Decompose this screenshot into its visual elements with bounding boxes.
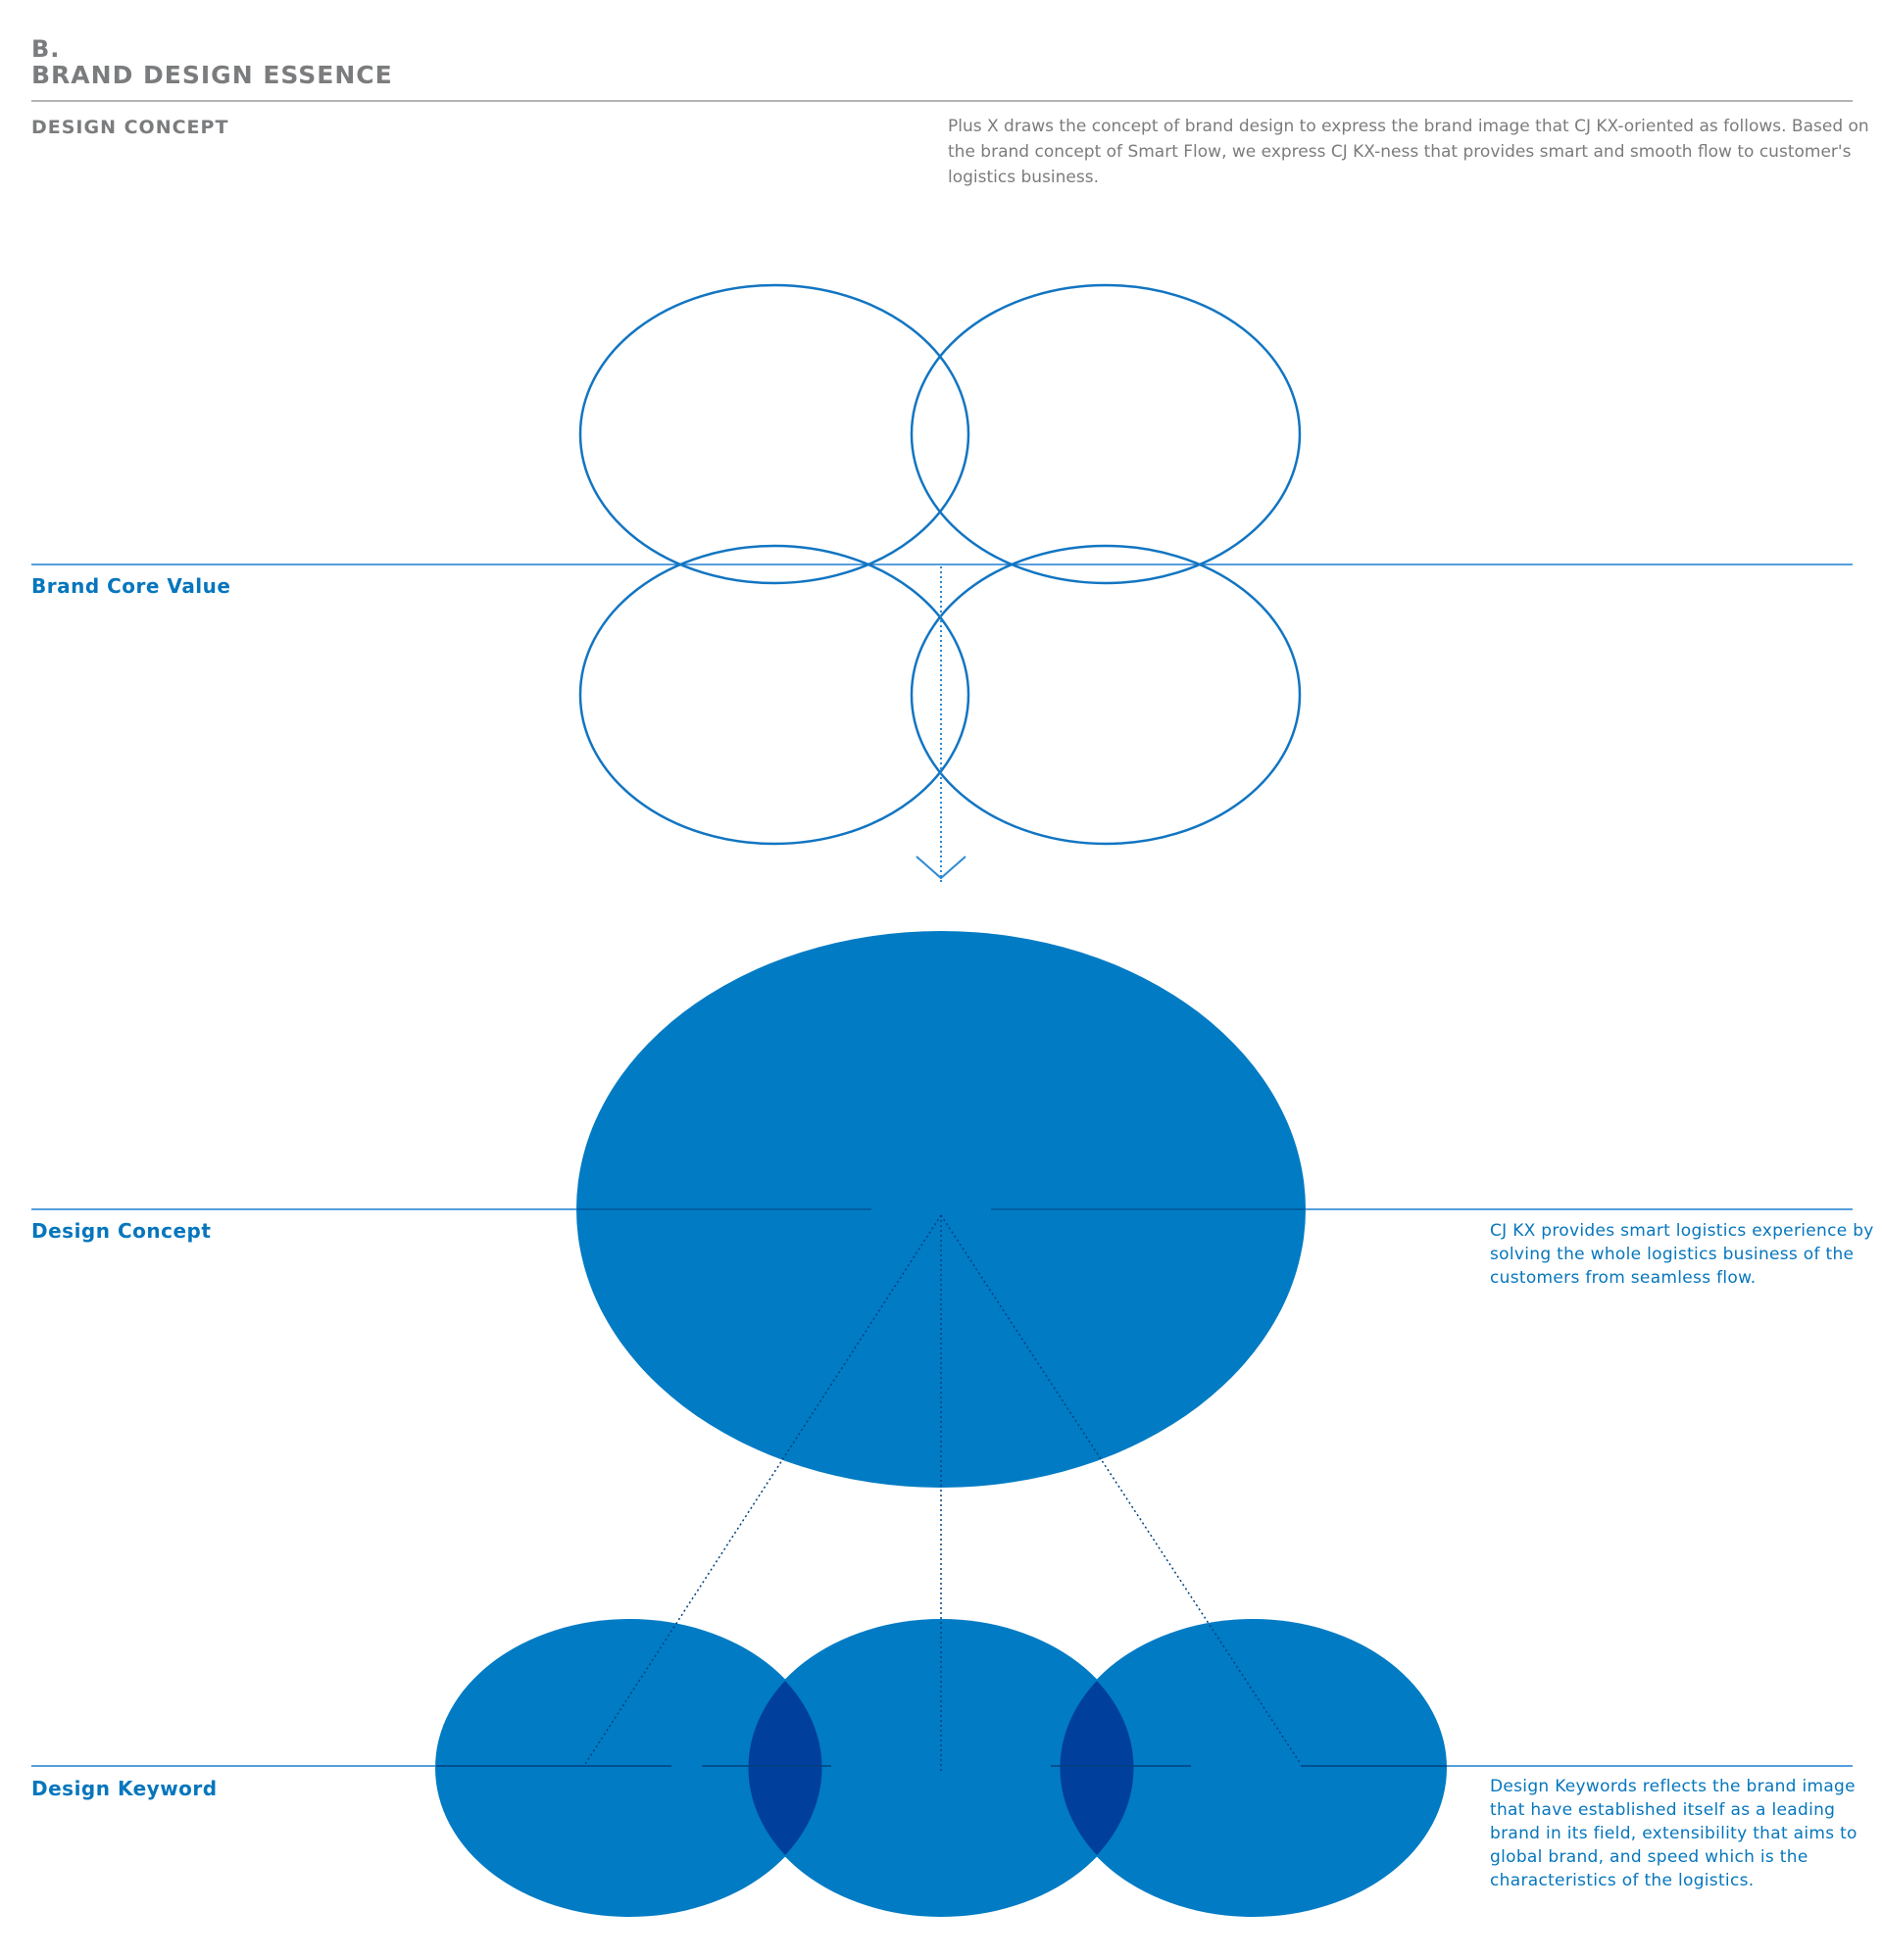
core-value-circle [910,544,1302,846]
keyword-connector [940,1214,1302,1765]
design-keyword-description: Design Keywords reflects the brand image… [1490,1777,1857,1890]
flow-arrow-icon [916,856,966,880]
design-keyword-circle [1059,1619,1447,1917]
keyword-connector [584,1214,942,1765]
design-concept-circle [576,931,1306,1488]
design-concept-label: Design Concept [31,1219,212,1243]
design-keyword-circle [435,1619,823,1917]
core-value-circle [910,283,1302,585]
brand-core-value-circles [578,283,1302,846]
design-keyword-label: Design Keyword [31,1777,218,1800]
section-letter: B. [31,35,61,63]
intro-paragraph: Plus X draws the concept of brand design… [948,117,1869,187]
core-value-circle [578,544,970,846]
design-concept-description: CJ KX provides smart logistics experienc… [1490,1221,1874,1288]
page-title: BRAND DESIGN ESSENCE [31,61,393,89]
brand-core-value-label: Brand Core Value [31,574,231,598]
keyword-overlap [1060,1681,1134,1855]
design-keyword-circle [747,1619,1135,1917]
keyword-connectors [584,1214,1302,1774]
keyword-overlap [748,1681,822,1855]
section-subheading: DESIGN CONCEPT [31,117,229,138]
core-value-circle [578,283,970,585]
